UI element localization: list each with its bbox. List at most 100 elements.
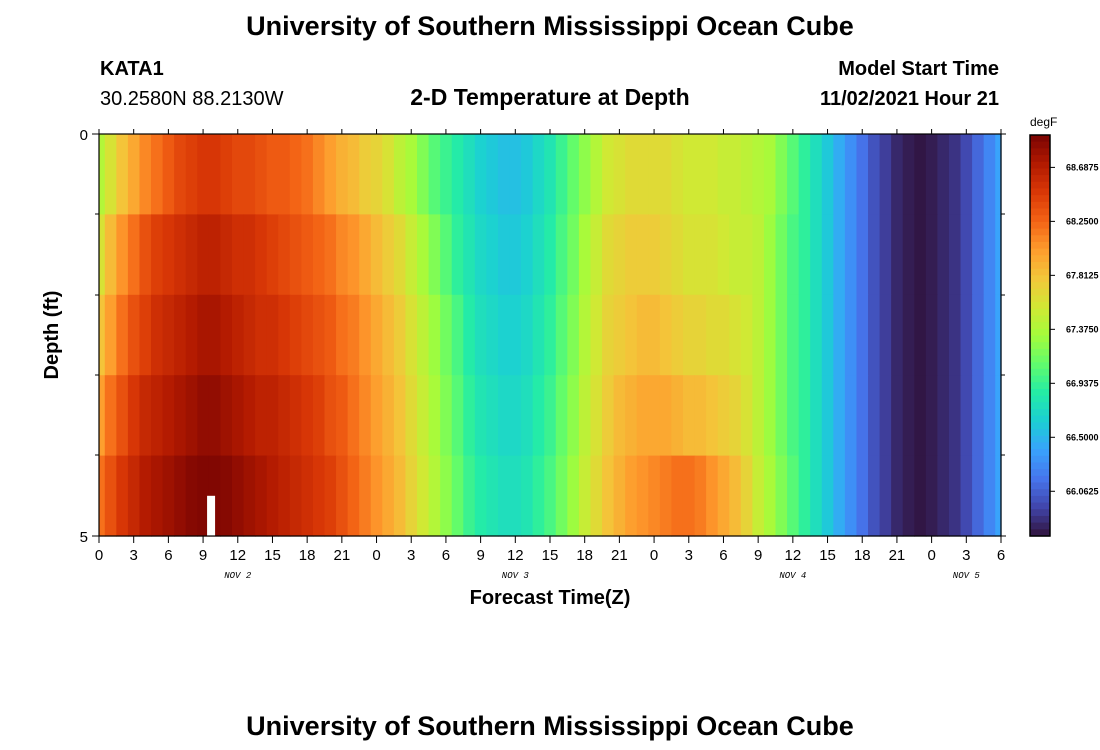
heatmap-cell xyxy=(278,134,291,215)
heatmap-cell xyxy=(382,375,395,457)
heatmap-cell xyxy=(821,455,834,537)
colorbar-swatch xyxy=(1030,515,1050,524)
heatmap-cell xyxy=(810,214,823,296)
heatmap-cell xyxy=(810,134,823,215)
heatmap-cell xyxy=(648,375,661,457)
heatmap-cell xyxy=(440,294,453,376)
heatmap-cell xyxy=(682,134,696,215)
heatmap-cell xyxy=(544,134,557,215)
heatmap-cell xyxy=(555,294,568,376)
heatmap-cell xyxy=(787,214,800,296)
heatmap-cell xyxy=(706,214,719,296)
heatmap-cell xyxy=(798,214,811,296)
day-label: NOV 4 xyxy=(779,571,806,581)
heatmap-cell xyxy=(983,375,996,457)
heatmap-cell xyxy=(220,455,233,537)
heatmap-cell xyxy=(613,294,626,376)
heatmap-cell xyxy=(879,294,892,376)
heatmap-cell xyxy=(810,375,823,457)
heatmap-cell xyxy=(99,455,106,537)
heatmap-cell xyxy=(868,375,881,457)
heatmap-cell xyxy=(417,294,430,376)
heatmap-cell xyxy=(983,134,996,215)
current-time-marker xyxy=(207,495,216,536)
heatmap-cell xyxy=(116,214,129,296)
colorbar-swatch xyxy=(1030,248,1050,256)
heatmap-cell xyxy=(278,455,291,537)
heatmap-cell xyxy=(289,134,302,215)
heatmap-cell xyxy=(891,375,904,457)
day-label: NOV 5 xyxy=(953,571,981,581)
colorbar-swatch xyxy=(1030,462,1050,470)
colorbar-swatch xyxy=(1030,429,1050,437)
colorbar-swatch xyxy=(1030,368,1050,377)
y-tick-label-top: 0 xyxy=(80,127,88,144)
heatmap-cell xyxy=(902,455,915,537)
heatmap-cell xyxy=(370,134,383,215)
heatmap-cell xyxy=(682,375,696,457)
heatmap-cell xyxy=(948,375,962,457)
heatmap-cell xyxy=(544,294,557,376)
heatmap-cell xyxy=(868,134,881,215)
heatmap-cell xyxy=(231,455,245,537)
colorbar-swatch xyxy=(1030,409,1050,417)
heatmap xyxy=(99,134,1002,537)
heatmap-cell xyxy=(174,294,187,376)
x-tick-label: 15 xyxy=(819,547,836,564)
colorbar-swatch xyxy=(1030,275,1050,283)
heatmap-cell xyxy=(821,214,834,296)
heatmap-cell xyxy=(99,294,106,376)
x-tick-label: 3 xyxy=(962,547,970,564)
heatmap-cell xyxy=(440,214,453,296)
heatmap-cell xyxy=(578,455,592,537)
heatmap-cell xyxy=(960,134,973,215)
day-label: NOV 2 xyxy=(224,571,252,581)
heatmap-cell xyxy=(336,455,349,537)
heatmap-cell xyxy=(255,375,268,457)
footer-title: University of Southern Mississippi Ocean… xyxy=(246,711,854,741)
heatmap-cell xyxy=(197,214,210,296)
heatmap-cell xyxy=(312,375,326,457)
colorbar-swatch xyxy=(1030,355,1050,363)
colorbar-swatch xyxy=(1030,362,1050,370)
heatmap-cell xyxy=(706,134,719,215)
heatmap-cell xyxy=(463,455,476,537)
heatmap-cell xyxy=(162,214,175,296)
heatmap-cell xyxy=(729,134,742,215)
heatmap-cell xyxy=(590,134,603,215)
heatmap-cell xyxy=(625,455,638,537)
heatmap-cell xyxy=(659,375,673,457)
heatmap-cell xyxy=(625,375,638,457)
heatmap-cell xyxy=(417,455,430,537)
heatmap-cell xyxy=(139,294,152,376)
x-tick-label: 18 xyxy=(299,547,316,564)
heatmap-cell xyxy=(914,455,927,537)
colorbar-swatch xyxy=(1030,135,1050,143)
heatmap-cell xyxy=(243,455,256,537)
heatmap-cell xyxy=(729,375,742,457)
heatmap-cell xyxy=(301,294,314,376)
heatmap-cell xyxy=(763,134,777,215)
heatmap-cell xyxy=(405,134,418,215)
heatmap-cell xyxy=(798,134,811,215)
heatmap-cell xyxy=(174,455,187,537)
heatmap-cell xyxy=(474,294,487,376)
heatmap-cell xyxy=(833,375,846,457)
heatmap-cell xyxy=(174,214,187,296)
heatmap-cell xyxy=(463,294,476,376)
heatmap-cell xyxy=(208,214,222,296)
heatmap-cell xyxy=(197,294,210,376)
heatmap-cell xyxy=(289,375,302,457)
heatmap-cell xyxy=(706,294,719,376)
heatmap-cell xyxy=(532,375,545,457)
heatmap-cell xyxy=(486,375,499,457)
heatmap-cell xyxy=(717,375,730,457)
heatmap-cell xyxy=(127,375,141,457)
heatmap-cell xyxy=(104,375,117,457)
heatmap-cell xyxy=(925,294,938,376)
heatmap-cell xyxy=(717,214,730,296)
heatmap-cell xyxy=(775,455,788,537)
heatmap-cell xyxy=(729,294,742,376)
heatmap-cell xyxy=(995,214,1002,296)
heatmap-cell xyxy=(393,455,407,537)
